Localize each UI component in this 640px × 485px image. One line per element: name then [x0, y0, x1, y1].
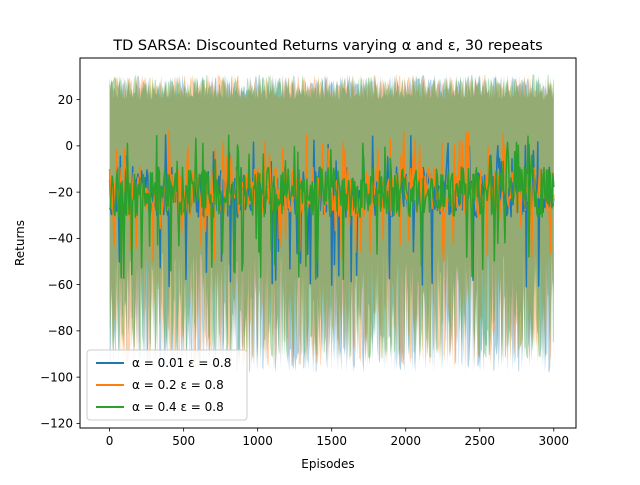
y-tick-label: −100 — [40, 370, 73, 384]
y-tick-label: −40 — [48, 232, 73, 246]
x-tick-label: 2000 — [390, 434, 421, 448]
x-tick-label: 2500 — [464, 434, 495, 448]
chart-title: TD SARSA: Discounted Returns varying α a… — [112, 38, 542, 54]
legend: α = 0.01 ε = 0.8 α = 0.2 ε = 0.8 α = 0.4… — [86, 349, 248, 421]
x-axis-label: Episodes — [301, 457, 354, 471]
mean-lines — [108, 129, 555, 288]
x-tick-label: 0 — [106, 434, 114, 448]
legend-box — [86, 349, 248, 421]
y-tick-label: −60 — [48, 278, 73, 292]
x-axis: 0 500 1000 1500 2000 2500 3000 — [106, 428, 569, 448]
y-axis-label: Returns — [13, 220, 27, 266]
legend-label-alpha-0.01: α = 0.01 ε = 0.8 — [132, 356, 231, 370]
x-tick-label: 1500 — [316, 434, 347, 448]
x-tick-label: 1000 — [242, 434, 273, 448]
legend-label-alpha-0.4: α = 0.4 ε = 0.8 — [132, 400, 224, 414]
plot-frame — [79, 57, 577, 429]
mean-line-series-2 — [108, 134, 555, 281]
y-tick-label: −80 — [48, 324, 73, 338]
y-tick-label: 0 — [65, 139, 73, 153]
x-tick-label: 500 — [172, 434, 195, 448]
legend-label-alpha-0.2: α = 0.2 ε = 0.8 — [132, 378, 224, 392]
x-tick-label: 3000 — [539, 434, 570, 448]
y-axis: −120 −100 −80 −60 −40 −20 0 20 — [40, 93, 80, 431]
y-tick-label: 20 — [58, 93, 73, 107]
y-tick-label: −20 — [48, 185, 73, 199]
y-tick-label: −120 — [40, 417, 73, 431]
